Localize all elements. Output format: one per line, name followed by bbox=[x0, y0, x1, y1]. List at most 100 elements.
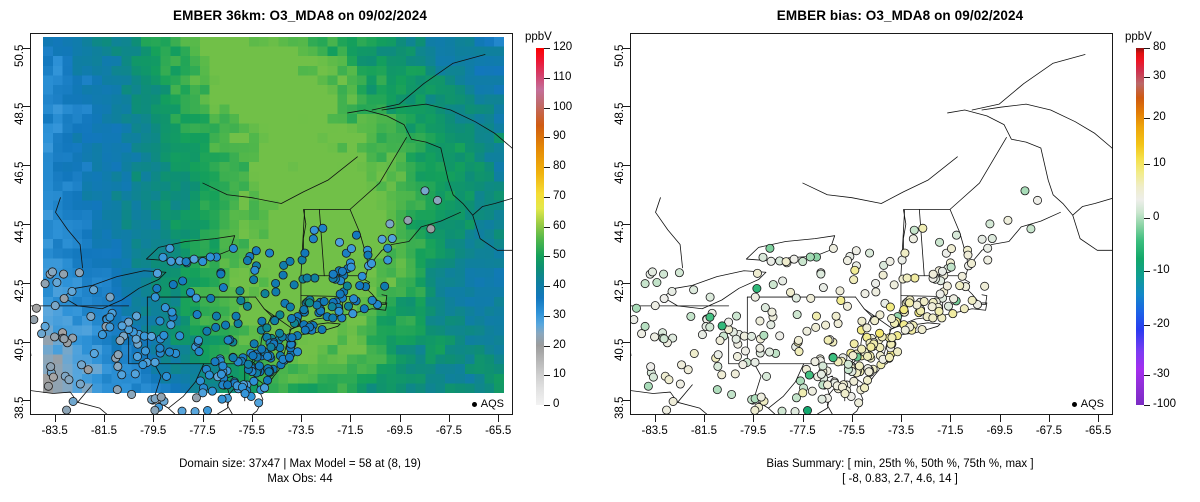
colorbar-tick-mark bbox=[544, 167, 550, 168]
filled-circle-icon bbox=[1071, 402, 1077, 407]
panel-model-field: EMBER 36km: O3_MDA8 on 09/02/2024 AQS 50… bbox=[14, 8, 573, 485]
colorbar-tick-mark bbox=[544, 345, 550, 347]
colorbar-tick-mark bbox=[544, 107, 550, 109]
x-tick-mark bbox=[301, 415, 303, 422]
colorbar-tick-label: -20 bbox=[1153, 317, 1170, 330]
y-tick-label: 48.5 bbox=[614, 103, 626, 126]
colorbar-tick-label: 0 bbox=[553, 398, 560, 410]
legend-label-bias: AQS bbox=[1080, 398, 1104, 410]
panel-title-bias: EMBER bias: O3_MDA8 on 09/02/2024 bbox=[776, 8, 1024, 23]
y-tick-mark bbox=[23, 106, 30, 108]
x-tick-label: -65.5 bbox=[485, 425, 512, 437]
x-tick-label: -75.5 bbox=[238, 425, 265, 437]
x-tick-mark bbox=[802, 415, 804, 422]
colorbar-tick-label: 10 bbox=[553, 368, 566, 381]
colorbar-tick-label: 60 bbox=[553, 219, 566, 232]
y-tick-label: 46.5 bbox=[14, 161, 26, 185]
colorbar-tick-label: 0 bbox=[1153, 210, 1160, 223]
colorbar-tick-mark bbox=[544, 77, 550, 79]
colorbar-tick-mark bbox=[544, 286, 550, 287]
caption-bias-summary-header: Bias Summary: [ min, 25th %, 50th %, 75t… bbox=[766, 458, 1034, 470]
x-tick-mark bbox=[350, 415, 352, 422]
legend-aqs-bias: AQS bbox=[1068, 398, 1108, 411]
x-tick-mark bbox=[448, 415, 450, 422]
x-tick-label: -73.5 bbox=[287, 425, 315, 437]
y-tick-label: 44.5 bbox=[614, 220, 626, 243]
map-clip-model bbox=[31, 34, 512, 414]
x-tick-label: -71.5 bbox=[337, 425, 364, 437]
x-tick-mark bbox=[753, 415, 755, 422]
map-frame-bias: AQS bbox=[630, 33, 1113, 415]
y-tick-mark bbox=[623, 400, 630, 402]
x-tick-mark bbox=[498, 415, 500, 422]
panel-title-model: EMBER 36km: O3_MDA8 on 09/02/2024 bbox=[173, 8, 427, 23]
y-tick-label: 50.5 bbox=[14, 44, 26, 67]
x-tick-label: -67.5 bbox=[435, 425, 463, 437]
colorbar-tick-label: 30 bbox=[553, 308, 566, 321]
x-tick-label: -77.5 bbox=[789, 425, 816, 437]
colorbar-tick-mark bbox=[1144, 324, 1150, 326]
x-tick-label: -69.5 bbox=[986, 425, 1013, 437]
y-tick-mark bbox=[23, 224, 30, 225]
x-tick-label: -81.5 bbox=[90, 425, 118, 437]
x-tick-label: -81.5 bbox=[690, 425, 718, 437]
x-tick-mark bbox=[654, 415, 656, 422]
colorbar-title: ppbV bbox=[525, 31, 552, 43]
colorbar-tick-label: 50 bbox=[553, 249, 566, 262]
colorbar-title: ppbV bbox=[1125, 31, 1152, 43]
aqs-observation-points-model bbox=[31, 186, 443, 414]
x-tick-label: -75.5 bbox=[838, 425, 865, 437]
colorbar-tick-label: -100 bbox=[1153, 398, 1177, 410]
x-tick-mark bbox=[251, 415, 253, 422]
legend-aqs-model: AQS bbox=[468, 398, 508, 411]
colorbar-tick-mark bbox=[1144, 374, 1150, 376]
x-tick-label: -73.5 bbox=[887, 425, 915, 437]
y-tick-label: 46.5 bbox=[614, 161, 626, 185]
x-tick-mark bbox=[399, 415, 401, 422]
colorbar-tick-label: 70 bbox=[553, 189, 566, 202]
x-tick-label: -83.5 bbox=[641, 425, 668, 437]
colorbar-tick-mark bbox=[544, 48, 550, 49]
colorbar-tick-mark bbox=[1144, 117, 1150, 119]
y-tick-mark bbox=[623, 224, 630, 225]
y-tick-label: 40.5 bbox=[14, 338, 26, 361]
panel-bias-field: EMBER bias: O3_MDA8 on 09/02/2024 AQS 50… bbox=[600, 0, 1200, 502]
caption-bias-summary-values: [ -8, 0.83, 2.7, 4.6, 14 ] bbox=[842, 473, 958, 485]
x-tick-mark bbox=[999, 415, 1001, 422]
y-tick-label: 50.5 bbox=[614, 44, 626, 67]
colorbar-tick-mark bbox=[544, 375, 550, 377]
x-tick-mark bbox=[54, 415, 56, 422]
y-tick-label: 44.5 bbox=[14, 220, 26, 243]
y-tick-mark bbox=[623, 47, 630, 49]
y-tick-mark bbox=[23, 400, 30, 402]
x-tick-label: -77.5 bbox=[189, 425, 216, 437]
colorbar-gradient bbox=[536, 48, 544, 405]
colorbar-tick-mark bbox=[1144, 76, 1150, 78]
colorbar-tick-mark bbox=[544, 405, 550, 406]
colorbar-tick-mark bbox=[1144, 48, 1150, 49]
colorbar-tick-label: 80 bbox=[1153, 41, 1166, 53]
x-tick-mark bbox=[950, 415, 952, 422]
y-tick-label: 42.5 bbox=[614, 279, 626, 302]
aqs-bias-points bbox=[631, 186, 1043, 414]
colorbar-tick-label: 20 bbox=[553, 338, 566, 351]
y-tick-mark bbox=[23, 165, 30, 167]
x-tick-label: -79.5 bbox=[740, 425, 767, 437]
y-tick-label: 40.5 bbox=[614, 338, 626, 361]
colorbar-tick-mark bbox=[1144, 164, 1150, 166]
x-tick-label: -67.5 bbox=[1035, 425, 1063, 437]
legend-label-model: AQS bbox=[480, 398, 504, 410]
map-clip-bias bbox=[631, 34, 1112, 414]
colorbar-tick-label: 20 bbox=[1153, 110, 1166, 123]
map-frame-model: AQS bbox=[30, 33, 513, 415]
filled-circle-icon bbox=[471, 402, 477, 407]
colorbar-tick-label: 30 bbox=[1153, 69, 1166, 82]
colorbar-tick-mark bbox=[544, 137, 550, 139]
x-tick-mark bbox=[202, 415, 204, 422]
colorbar-tick-label: 120 bbox=[553, 41, 573, 53]
y-tick-mark bbox=[623, 282, 630, 284]
x-tick-mark bbox=[851, 415, 853, 422]
x-tick-label: -69.5 bbox=[386, 425, 413, 437]
y-tick-mark bbox=[23, 47, 30, 49]
colorbar-tick-label: 10 bbox=[1153, 157, 1166, 170]
